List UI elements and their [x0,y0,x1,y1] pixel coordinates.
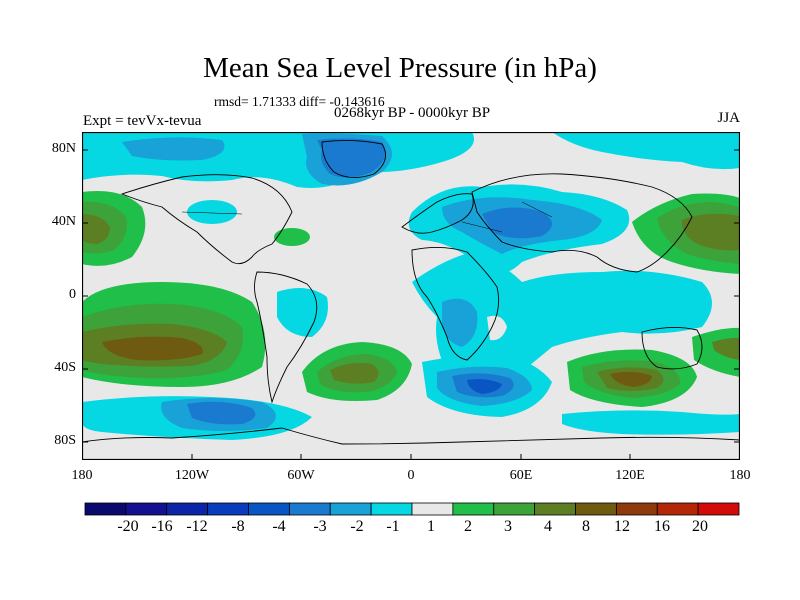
colorbar-label: 2 [464,518,472,535]
south-pacific-high-core [102,336,203,361]
borders-hint [181,201,553,233]
colorbar-label: 16 [654,518,670,535]
colorbar-swatch [370,502,413,516]
colorbar-swatch [248,502,290,516]
colorbar-swatch [288,502,331,516]
colorbar-swatch [207,502,249,516]
south-indian-high-core [610,371,652,387]
lon-label-0: 0 [407,468,415,483]
madagascar-neutral [487,315,507,341]
colorbar-label: 1 [427,518,435,535]
south-america-cyan [277,288,328,337]
australia-coast [641,327,703,370]
colorbar-swatch [697,502,740,516]
colorbar-swatch [452,502,495,516]
colorbar-swatch [534,502,576,516]
colorbar-label: -1 [386,518,400,535]
colorbar-label: 20 [692,518,708,535]
greenland-coast [321,139,387,178]
indian-ocean-low-core [467,379,502,394]
arctic-low-west [122,137,225,161]
colorbar-swatch [166,502,209,516]
season-label: JJA [717,110,740,126]
asian-low-inner [482,207,552,239]
southern-ocean-cyan-east [562,410,740,435]
colorbar-swatch [411,502,454,516]
lon-label-60w: 60W [287,468,315,483]
colorbar [84,502,740,516]
lon-label-120e: 120E [615,468,645,483]
colorbar-label: -12 [186,518,208,535]
sw-pacific-high-east-core [712,337,740,360]
north-pacific-high-west-core [82,214,110,244]
africa-low [442,298,478,347]
colorbar-label: -2 [350,518,364,535]
lat-label-80s: 80S [54,433,76,448]
period-text: 0268kyr BP - 0000kyr BP [333,105,491,121]
north-america-coast [120,174,293,265]
colorbar-swatch [615,502,658,516]
lat-label-80n: 80N [51,141,76,156]
coastlines [81,139,741,445]
southern-ocean-low-inner [187,401,256,425]
colorbar-swatch [329,502,372,516]
pressure-anomaly-map [81,131,741,461]
africa-coast [411,247,500,361]
atlantic-green-blob [274,228,310,246]
colorbar-label: 12 [614,518,630,535]
lat-label-0: 0 [69,287,76,302]
colorbar-swatch [493,502,536,516]
map-ticks [82,149,740,460]
lon-label-180w: 180 [71,468,93,483]
greenland-low-inner [317,138,386,178]
colorbar-label: -3 [313,518,327,535]
north-pacific-high-east-core [681,213,740,251]
plot-title: Mean Sea Level Pressure (in hPa) [203,52,597,84]
lat-label-40s: 40S [54,360,76,375]
map-panel [81,131,741,461]
south-america-coast [254,271,318,404]
south-atlantic-high-core [330,362,379,384]
colorbar-label: 3 [504,518,512,535]
colorbar-label: -16 [151,518,173,535]
colorbar-swatch [84,502,127,516]
colorbar-label: -4 [272,518,286,535]
europe-coast [401,193,474,234]
lon-label-120w: 120W [174,468,210,483]
lon-label-180e: 180 [729,468,751,483]
arctic-cyan-east [552,132,740,170]
stats-text: rmsd= 1.71333 diff= -0.143616 [214,94,385,109]
colorbar-swatch [125,502,168,516]
colorbar-label: 4 [544,518,552,535]
colorbar-label: -8 [231,518,245,535]
colorbar-label: 8 [582,518,590,535]
lon-label-60e: 60E [509,468,533,483]
colorbar-swatch [575,502,617,516]
colorbar-swatch [656,502,699,516]
canada-cyan-blob [187,200,237,224]
antarctica-coast [81,427,741,445]
colorbar-label: -20 [117,518,139,535]
lat-label-40n: 40N [51,214,76,229]
experiment-label: Expt = tevVx-tevua [83,113,202,129]
asia-coast [471,173,693,273]
